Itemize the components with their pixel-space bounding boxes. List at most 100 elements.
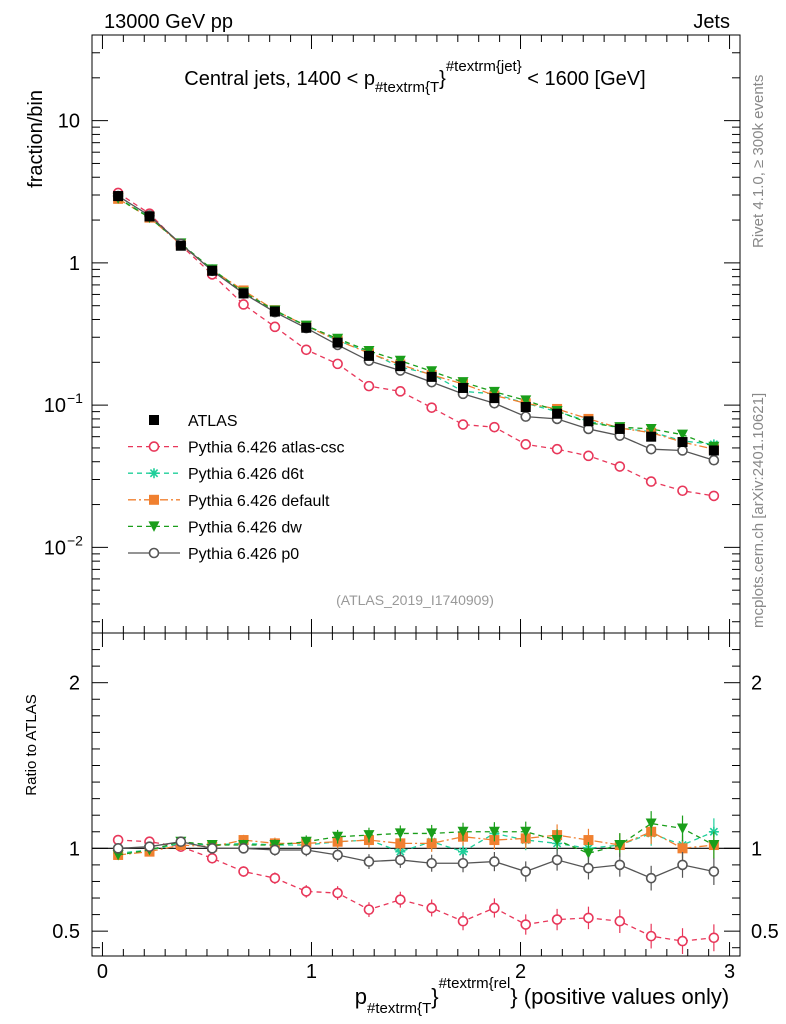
x-tick-label: 3 (724, 961, 735, 983)
legend-marker (148, 521, 160, 532)
data-point (489, 421, 500, 433)
data-point (708, 445, 719, 456)
legend-marker (149, 494, 159, 505)
legend-label: ATLAS (188, 413, 238, 430)
header-energy: 13000 GeV pp (104, 11, 233, 33)
ratio-point (645, 872, 657, 884)
legend-marker (149, 415, 159, 425)
ratio-point (394, 828, 406, 839)
series-line (117, 195, 715, 461)
ratio-point (677, 935, 688, 947)
main-y-tick-label: 10 (44, 395, 66, 417)
legend-label: Pythia 6.426 default (188, 493, 330, 510)
ratio-point (112, 843, 124, 854)
data-point (520, 395, 532, 406)
data-point (614, 461, 626, 472)
data-point (677, 429, 689, 441)
ratio-point (395, 838, 406, 849)
ratio-line (118, 839, 714, 942)
ratio-point (144, 841, 155, 852)
ratio-y-tick-label: 1 (69, 838, 80, 860)
ratio-point (426, 857, 437, 869)
main-frame (91, 34, 741, 634)
data-point (708, 454, 720, 466)
data-point (363, 350, 374, 361)
series-pythia-6-426-atlas-csc (112, 187, 720, 954)
data-point (583, 416, 594, 427)
ratio-point (457, 915, 469, 927)
ratio-point (614, 915, 626, 927)
data-point (614, 423, 625, 434)
ratio-point (520, 826, 532, 838)
data-point (677, 445, 688, 456)
x-tick-label: 1 (306, 961, 317, 983)
data-point (645, 443, 657, 455)
legend-label: Pythia 6.426 dw (188, 519, 302, 536)
ratio-point (583, 835, 594, 846)
data-point (238, 288, 249, 299)
ratio-point (238, 843, 249, 854)
data-point (488, 386, 500, 398)
data-point (175, 240, 186, 251)
ratio-y-tick-label-right: 2 (751, 673, 762, 695)
ratio-point (426, 838, 437, 849)
data-point (708, 490, 720, 502)
ratio-point (363, 904, 375, 915)
ratio-y-tick-label: 0.5 (52, 921, 80, 943)
ratio-point (551, 914, 563, 925)
legend: ATLAS Pythia 6.426 atlas-csc Pythia 6.426 … (128, 413, 345, 563)
ratio-y-tick-label-right: 1 (751, 838, 762, 860)
ratio-point (269, 872, 281, 884)
data-point (489, 393, 500, 404)
legend-label: Pythia 6.426 d6t (188, 466, 304, 483)
data-point (646, 431, 657, 442)
mcplots-label: mcplots.cern.ch [arXiv:2401.10621] (750, 393, 767, 628)
ratio-point (582, 848, 594, 859)
data-point (645, 423, 657, 435)
ratio-point (551, 854, 563, 866)
ratio-point (708, 932, 720, 944)
data-point (426, 371, 437, 382)
main-y-tick-exponent: −1 (67, 390, 83, 406)
ratio-point (395, 846, 406, 857)
data-point (457, 419, 469, 430)
ratio-y-tick-label: 2 (69, 673, 80, 695)
main-y-tick-label: 10 (58, 111, 80, 133)
data-point (207, 265, 218, 276)
data-point (332, 337, 343, 348)
ratio-point (614, 840, 626, 851)
data-point (520, 411, 532, 422)
ratio-point (300, 844, 312, 856)
ratio-point (457, 857, 469, 869)
legend-marker (148, 441, 160, 452)
data-point (551, 443, 563, 455)
ratio-point (426, 902, 437, 914)
ratio-point (677, 843, 688, 854)
data-point (395, 386, 406, 397)
ratio-point (175, 836, 187, 848)
series-pythia-6-426-p0 (112, 190, 720, 891)
ratio-frame (91, 632, 741, 957)
data-point (583, 450, 594, 462)
data-point (458, 382, 469, 393)
data-point (144, 211, 155, 222)
ratio-point (300, 886, 312, 897)
data-point (520, 439, 532, 450)
ratio-point (206, 852, 218, 864)
x-tick-label: 2 (515, 961, 526, 983)
ratio-point (708, 866, 720, 877)
ratio-y-label: Ratio to ATLAS (23, 694, 40, 795)
data-point (552, 408, 563, 419)
data-point (300, 344, 312, 356)
chart-title: Central jets, 1400 < p#textrm{T}#textrm{… (184, 58, 645, 96)
ratio-point (583, 912, 594, 924)
ratio-point (395, 894, 406, 905)
ratio-point (300, 836, 312, 848)
main-y-tick-label: 10 (44, 537, 66, 559)
legend-label: Pythia 6.426 p0 (188, 546, 299, 563)
legend-label: Pythia 6.426 atlas-csc (188, 440, 345, 457)
data-point (426, 402, 437, 413)
series-line (117, 192, 714, 497)
ratio-point (332, 831, 344, 843)
